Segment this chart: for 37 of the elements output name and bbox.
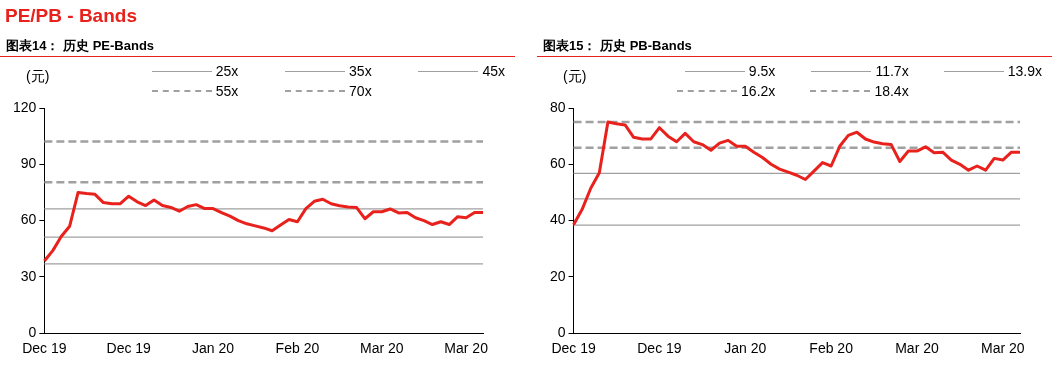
legend-label: 9.5x bbox=[748, 63, 776, 79]
x-tick-label: Mar 20 bbox=[895, 340, 939, 357]
x-tick-label: Feb 20 bbox=[275, 340, 320, 357]
x-tick-label: Mar 20 bbox=[444, 340, 489, 357]
y-tick-label: 60 bbox=[20, 211, 37, 228]
y-tick-label: 80 bbox=[549, 98, 566, 115]
legend-label: 11.7x bbox=[875, 63, 909, 79]
y-tick-label: 90 bbox=[20, 155, 37, 172]
y-axis-title: (元) bbox=[26, 68, 50, 86]
x-tick-label: Jan 20 bbox=[724, 340, 767, 357]
x-tick-label: Feb 20 bbox=[809, 340, 854, 357]
x-tick-label: Dec 19 bbox=[637, 340, 682, 357]
legend-label: 45x bbox=[482, 63, 505, 79]
legend-label: 25x bbox=[215, 63, 239, 79]
chart-subtitle: 图表14： 历史 PE-Bands bbox=[0, 36, 515, 57]
y-tick-label: 0 bbox=[557, 324, 566, 341]
x-tick-label: Jan 20 bbox=[192, 340, 235, 357]
x-tick-label: Dec 19 bbox=[551, 340, 596, 357]
y-tick-label: 40 bbox=[549, 211, 566, 228]
chart-title: 图表15： 历史 PB-Bands bbox=[537, 36, 1052, 57]
y-tick-label: 120 bbox=[13, 98, 37, 115]
x-tick-label: Dec 19 bbox=[106, 340, 152, 357]
x-tick-label: Mar 20 bbox=[981, 340, 1025, 357]
y-axis-title: (元) bbox=[563, 68, 587, 86]
y-tick-label: 20 bbox=[549, 267, 566, 284]
y-tick-label: 30 bbox=[20, 267, 37, 284]
legend-label: 55x bbox=[215, 83, 239, 99]
chart-title: PE/PB - Bands bbox=[5, 5, 137, 27]
legend-label: 16.2x bbox=[741, 83, 776, 99]
y-tick-label: 60 bbox=[549, 155, 566, 172]
legend-label: 18.4x bbox=[874, 83, 909, 99]
x-tick-label: Dec 19 bbox=[22, 340, 67, 357]
legend-label: 70x bbox=[349, 83, 372, 99]
y-tick-label: 0 bbox=[28, 324, 37, 341]
legend-label: 35x bbox=[349, 63, 372, 79]
x-tick-label: Mar 20 bbox=[359, 340, 404, 357]
legend-label: 13.9x bbox=[1007, 63, 1042, 79]
